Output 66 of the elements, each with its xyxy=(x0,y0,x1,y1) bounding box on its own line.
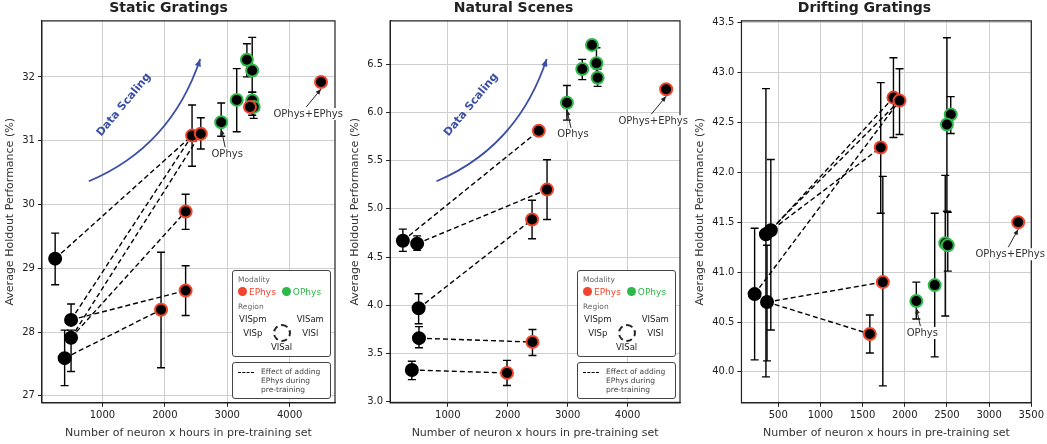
annotation: VISpm xyxy=(239,313,267,324)
x-tick-label: 2500 xyxy=(934,409,960,421)
y-axis-title: Average Holdout Performance (%) xyxy=(3,118,17,306)
chart-title: Natural Scenes xyxy=(453,0,574,16)
y-tick-label: 43.0 xyxy=(712,66,735,78)
x-axis-title: Number of neuron x hours in pre-training set xyxy=(65,426,313,440)
annotation: VISl xyxy=(647,327,664,338)
x-tick-label: 1000 xyxy=(89,409,116,421)
text: OPhys xyxy=(292,286,322,297)
y-tick-label: 28 xyxy=(22,325,35,337)
y-tick-label: 4.0 xyxy=(367,298,384,310)
annotation: VISam xyxy=(641,313,669,324)
y-tick-label: 5.5 xyxy=(367,154,384,166)
annotation: VISp xyxy=(243,327,263,338)
y-axis-title: Average Holdout Performance (%) xyxy=(348,118,362,306)
x-tick-label: 1000 xyxy=(807,409,834,421)
x-tick-label: 3000 xyxy=(554,409,581,421)
y-tick-label: 29 xyxy=(22,261,35,273)
y-tick-label: 43.5 xyxy=(712,16,735,28)
y-tick-label: 5.0 xyxy=(367,202,384,214)
text: OPhys xyxy=(637,286,667,297)
x-tick-label: 2000 xyxy=(495,409,521,421)
chart-title: Drifting Gratings xyxy=(797,0,932,16)
y-tick-label: 32 xyxy=(22,70,35,82)
y-tick-label: 31 xyxy=(22,134,35,146)
x-axis-title: Number of neuron x hours in pre-training set xyxy=(411,426,660,440)
y-tick-label: 42.5 xyxy=(712,116,735,128)
annotation: VISl xyxy=(302,327,319,338)
annotation: OPhys+EPhys xyxy=(618,114,688,126)
y-tick-label: 27 xyxy=(22,389,35,401)
x-tick-label: 4000 xyxy=(614,409,641,421)
y-axis-title: Average Holdout Performance (%) xyxy=(693,118,707,306)
annotation: VISp xyxy=(588,327,608,338)
annotation: OPhys xyxy=(211,147,243,159)
x-tick-label: 2000 xyxy=(152,409,178,421)
x-tick-label: 3000 xyxy=(976,409,1002,421)
text: EPhys xyxy=(594,286,621,297)
y-tick-label: 3.5 xyxy=(367,347,384,359)
annotation: OPhys+EPhys xyxy=(273,107,343,119)
chart-title: Static Gratings xyxy=(109,0,228,16)
y-tick-label: 4.5 xyxy=(367,250,384,262)
x-tick-label: 3500 xyxy=(1018,409,1044,421)
annotation: VISal xyxy=(270,341,293,352)
y-tick-label: 41.5 xyxy=(712,215,735,227)
annotation: OPhys xyxy=(557,128,589,140)
y-tick-label: 6.5 xyxy=(367,57,384,69)
y-tick-label: 40.0 xyxy=(712,365,735,377)
annotation: OPhys xyxy=(906,326,938,338)
x-tick-label: 3000 xyxy=(214,409,240,421)
y-tick-label: 41.0 xyxy=(712,265,735,277)
x-tick-label: 1000 xyxy=(435,409,461,421)
y-tick-label: 40.5 xyxy=(712,315,735,327)
annotation: VISal xyxy=(615,341,638,352)
text: EPhys xyxy=(249,286,276,297)
y-tick-label: 6.0 xyxy=(367,106,384,118)
x-tick-label: 500 xyxy=(768,409,788,421)
x-tick-label: 2000 xyxy=(892,409,918,421)
annotation: VISam xyxy=(296,313,324,324)
y-tick-label: 42.0 xyxy=(712,166,735,177)
annotation: OPhys+EPhys xyxy=(975,247,1045,259)
y-tick-label: 3.0 xyxy=(367,395,384,407)
annotation: VISpm xyxy=(584,313,612,324)
y-tick-label: 30 xyxy=(22,198,35,210)
x-axis-title: Number of neuron x hours in pre-training set xyxy=(762,426,1011,440)
x-tick-label: 1500 xyxy=(849,409,876,421)
x-tick-label: 4000 xyxy=(276,409,303,421)
